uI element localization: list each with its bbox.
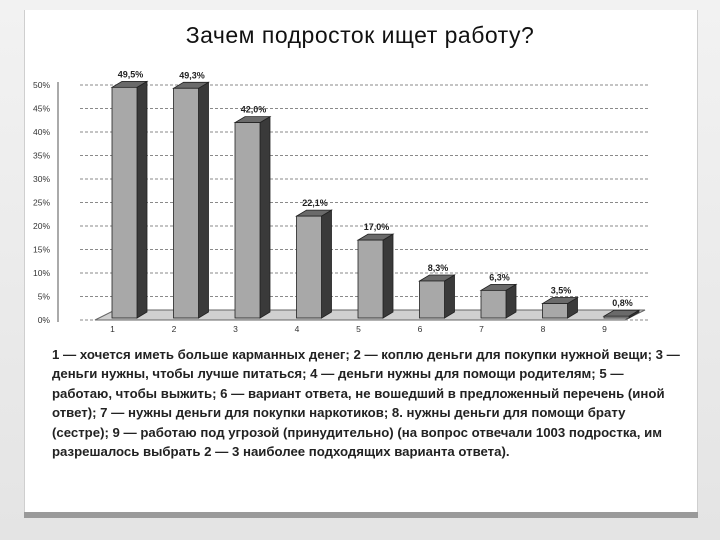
bar — [602, 309, 641, 319]
bar-value-label: 8,3% — [428, 263, 449, 273]
bar-value-label: 42,0% — [241, 105, 267, 115]
y-tick-label: 20% — [33, 221, 50, 231]
y-axis-ticks: 0% 5% 10% 15% 20% 25% 30% 35% 40% 45% 50% — [33, 80, 50, 325]
x-tick-label: 7 — [479, 324, 484, 334]
x-tick-label: 1 — [110, 324, 115, 334]
y-tick-label: 0% — [38, 315, 51, 325]
bar — [110, 80, 149, 319]
bar — [233, 115, 272, 319]
x-tick-label: 4 — [295, 324, 300, 334]
bar — [172, 81, 210, 319]
y-tick-label: 5% — [38, 292, 51, 302]
chart-legend-caption: 1 — хочется иметь больше карманных денег… — [52, 347, 680, 460]
value-labels: 49,5% 49,3% 42,0% 22,1% 17,0% 8,3% 6,3% 3,5% 0,8… — [118, 69, 633, 308]
bar — [541, 296, 579, 319]
bar — [479, 283, 518, 319]
bar — [295, 209, 333, 319]
bar-value-label: 0,8% — [612, 298, 633, 308]
bar-value-label: 49,5% — [118, 69, 144, 79]
x-tick-label: 9 — [602, 324, 607, 334]
bar-value-label: 49,3% — [179, 70, 205, 80]
y-tick-label: 30% — [33, 174, 50, 184]
bar-value-label: 3,5% — [551, 286, 572, 296]
x-axis-ticks: 1 2 3 4 5 6 7 8 9 — [110, 324, 607, 334]
y-tick-label: 25% — [33, 198, 50, 208]
y-tick-label: 10% — [33, 268, 50, 278]
y-tick-label: 50% — [33, 80, 50, 90]
x-tick-label: 3 — [233, 324, 238, 334]
frame-bottom-border — [24, 512, 698, 518]
bars — [110, 80, 641, 319]
x-tick-label: 2 — [172, 324, 177, 334]
y-tick-label: 45% — [33, 104, 50, 114]
x-tick-label: 8 — [541, 324, 546, 334]
bar-value-label: 22,1% — [302, 198, 328, 208]
y-tick-label: 35% — [33, 151, 50, 161]
bar — [418, 274, 456, 319]
chart-title: Зачем подросток ищет работу? — [185, 22, 535, 48]
y-tick-label: 40% — [33, 127, 50, 137]
bar — [356, 233, 395, 319]
bar-value-label: 6,3% — [489, 272, 510, 282]
x-tick-label: 5 — [356, 324, 361, 334]
x-tick-label: 6 — [418, 324, 423, 334]
y-tick-label: 15% — [33, 245, 50, 255]
bar-value-label: 17,0% — [364, 222, 390, 232]
